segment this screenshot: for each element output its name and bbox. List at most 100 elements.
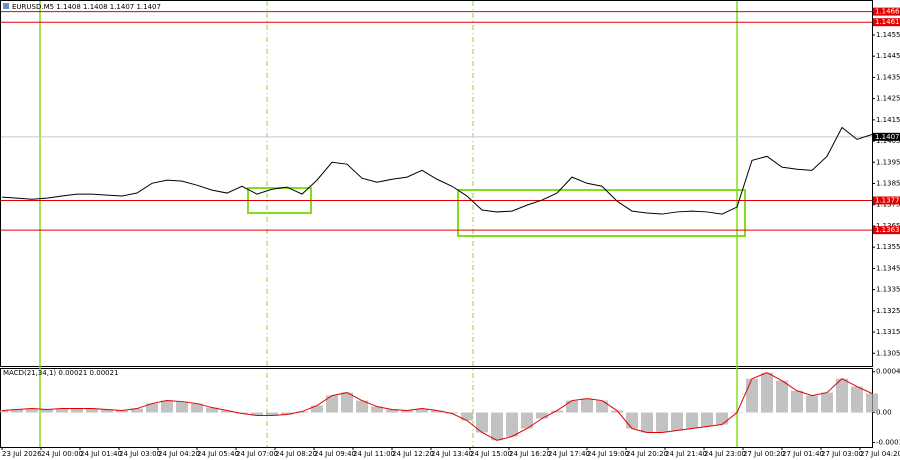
y-tick-label: 1.1435: [876, 73, 900, 81]
macd-bar: [116, 410, 128, 413]
macd-bar: [776, 380, 788, 413]
macd-bar: [836, 378, 848, 413]
y-tick-label: 1.1405: [876, 137, 900, 145]
macd-bar: [671, 412, 683, 431]
macd-bar: [536, 412, 548, 419]
macd-bar: [191, 403, 203, 413]
macd-bar: [416, 408, 428, 413]
macd-bar: [341, 392, 353, 413]
x-tick-label: 24 Jul 03:00: [119, 450, 161, 458]
macd-bar: [356, 400, 368, 413]
macd-bar: [476, 412, 488, 433]
x-tick-label: 27 Jul 04:20: [860, 450, 900, 458]
last-price-label: 1.1407: [875, 133, 900, 141]
y-tick-label: 1.1395: [876, 158, 900, 166]
macd-bar: [206, 407, 218, 413]
symbol-icon: [3, 3, 9, 9]
macd-bar: [251, 412, 263, 416]
macd-bar: [326, 395, 338, 413]
y-tick-label: 1.1455: [876, 31, 900, 39]
x-tick-label: 24 Jul 08:20: [275, 450, 317, 458]
y-tick-label: -0.00033: [876, 438, 900, 446]
macd-bar: [176, 401, 188, 413]
y-tick-label: 0.00: [876, 409, 892, 417]
y-tick-label: 1.1355: [876, 243, 900, 251]
level-label-box: [873, 196, 900, 205]
macd-bar: [101, 409, 113, 413]
chart-title: EURUSD.M5 1.1408 1.1408 1.1407 1.1407: [12, 3, 161, 11]
x-tick-label: 24 Jul 01:40: [80, 450, 122, 458]
x-tick-label: 24 Jul 17:40: [548, 450, 590, 458]
x-tick-label: 24 Jul 04:20: [158, 450, 200, 458]
y-tick-label: 1.1325: [876, 307, 900, 315]
macd-bar: [86, 408, 98, 413]
macd-bar: [566, 400, 578, 413]
x-tick-label: 24 Jul 23:00: [704, 450, 746, 458]
macd-bar: [761, 372, 773, 413]
price-line: [1, 126, 873, 215]
macd-bar: [596, 400, 608, 413]
y-tick-label: 1.1425: [876, 95, 900, 103]
x-tick-label: 24 Jul 15:00: [470, 450, 512, 458]
level-label: 1.1363: [875, 226, 900, 234]
macd-bar: [641, 412, 653, 433]
macd-bar: [56, 408, 68, 413]
macd-bar: [221, 410, 233, 413]
y-tick-label: 1.1305: [876, 349, 900, 357]
level-label-box: [873, 226, 900, 235]
macd-bar: [41, 409, 53, 413]
macd-bar: [386, 409, 398, 413]
x-tick-label: 24 Jul 16:20: [509, 450, 551, 458]
macd-bar: [11, 409, 23, 413]
y-tick-label: 1.1315: [876, 328, 900, 336]
macd-bar: [146, 403, 158, 413]
macd-bar: [26, 408, 38, 413]
macd-bar: [161, 400, 173, 413]
macd-bar: [866, 393, 878, 413]
x-tick-label: 24 Jul 12:20: [392, 450, 434, 458]
macd-bar: [851, 386, 863, 413]
macd-bar: [806, 395, 818, 413]
x-tick-label: 27 Jul 00:20: [743, 450, 785, 458]
macd-bar: [491, 412, 503, 441]
level-label-box: [873, 18, 900, 27]
x-tick-label: 24 Jul 11:00: [353, 450, 395, 458]
level-label: 1.1466: [875, 8, 900, 16]
y-tick-label: 1.1335: [876, 286, 900, 294]
x-tick-label: 24 Jul 13:40: [431, 450, 473, 458]
macd-title: MACD(21,34,1) 0.00021 0.00021: [3, 369, 119, 377]
macd-bar: [281, 412, 293, 415]
y-tick-label: 1.1415: [876, 116, 900, 124]
macd-bar: [746, 378, 758, 413]
macd-bar: [521, 412, 533, 429]
y-tick-label: 1.1375: [876, 201, 900, 209]
macd-bar: [821, 392, 833, 413]
macd-bar: [551, 410, 563, 413]
level-label: 1.1377: [875, 196, 900, 204]
macd-bar: [266, 412, 278, 416]
x-tick-label: 27 Jul 03:00: [821, 450, 863, 458]
macd-bar: [506, 412, 518, 437]
range-box: [457, 189, 746, 237]
y-tick-label: 0.00045: [876, 368, 900, 376]
y-tick-label: 1.1445: [876, 52, 900, 60]
y-tick-label: 1.1385: [876, 180, 900, 188]
macd-bar: [581, 398, 593, 413]
signal-line: [1, 372, 873, 441]
macd-bar: [371, 406, 383, 413]
macd-bar: [611, 410, 623, 413]
x-tick-label: 24 Jul 19:00: [587, 450, 629, 458]
macd-bar: [716, 412, 728, 425]
macd-bar: [626, 412, 638, 429]
macd-bar: [701, 412, 713, 427]
macd-bar: [461, 412, 473, 421]
x-tick-label: 24 Jul 07:00: [236, 450, 278, 458]
y-tick-label: 1.1345: [876, 264, 900, 272]
macd-bar: [791, 390, 803, 413]
x-tick-label: 24 Jul 21:40: [665, 450, 707, 458]
x-tick-label: 27 Jul 01:40: [782, 450, 824, 458]
last-price-box: [873, 132, 900, 141]
x-tick-label: 24 Jul 05:40: [197, 450, 239, 458]
